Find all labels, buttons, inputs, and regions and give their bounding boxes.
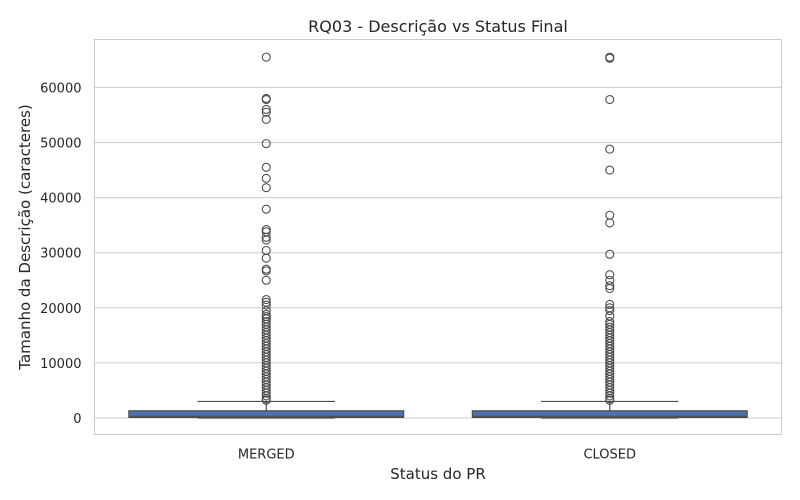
outlier-point	[261, 232, 271, 242]
x-tick-label: CLOSED	[583, 448, 636, 463]
outlier-point	[605, 391, 615, 401]
outlier-point	[261, 253, 271, 263]
outlier-point	[605, 388, 615, 398]
outlier-point	[261, 104, 271, 115]
y-tick-label: 60000	[40, 81, 81, 96]
outlier-point	[261, 275, 271, 285]
outlier-point	[605, 144, 615, 154]
outlier-point	[605, 94, 615, 105]
outlier-point	[261, 391, 271, 401]
grid	[94, 86, 782, 419]
y-tick-label: 20000	[40, 302, 81, 317]
outlier-point	[261, 114, 271, 124]
outlier-point	[605, 270, 615, 280]
box	[128, 410, 405, 419]
outlier-point	[605, 218, 615, 228]
outlier-point	[605, 281, 615, 291]
outlier-point	[605, 165, 615, 175]
outlier-point	[261, 183, 271, 193]
outlier-point	[261, 204, 271, 214]
outlier-point	[261, 266, 271, 276]
outlier-point	[261, 388, 271, 398]
y-tick-label: 50000	[40, 137, 81, 152]
outlier-point	[261, 245, 271, 256]
outlier-point	[261, 52, 271, 62]
outlier-point	[261, 94, 271, 105]
outlier-point	[261, 173, 271, 183]
box-group	[471, 400, 748, 419]
outlier-point	[261, 107, 271, 117]
plot-frame	[94, 39, 782, 435]
y-axis-label: Tamanho da Descrição (caracteres)	[16, 104, 34, 370]
y-tick-label: 10000	[40, 357, 81, 372]
outlier-point	[605, 249, 615, 259]
box	[471, 410, 748, 419]
outlier-point	[605, 210, 615, 220]
x-tick-label: MERGED	[238, 448, 295, 463]
y-tick-label: 40000	[40, 192, 81, 207]
x-axis-label: Status do PR	[390, 465, 486, 483]
boxes	[128, 400, 748, 419]
y-tick-label: 30000	[40, 247, 81, 262]
outlier-point	[261, 395, 271, 405]
y-axis-ticks: 0 10000 20000 30000 40000 50000 60000	[40, 81, 81, 427]
outlier-point	[605, 299, 615, 310]
outlier-point	[605, 395, 615, 405]
outlier-point	[261, 235, 271, 245]
y-tick-label: 0	[73, 412, 81, 427]
outlier-point	[605, 283, 615, 294]
box-group	[128, 400, 405, 419]
outlier-point	[261, 300, 271, 310]
outlier-point	[261, 309, 271, 319]
x-axis-ticks: MERGED CLOSED	[238, 448, 636, 463]
outlier-point	[261, 139, 271, 149]
outliers	[261, 52, 615, 405]
outlier-point	[605, 53, 615, 63]
outlier-point	[261, 294, 271, 305]
chart-title: RQ03 - Descrição vs Status Final	[308, 17, 568, 36]
outlier-point	[261, 162, 271, 172]
outlier-point	[605, 305, 615, 316]
